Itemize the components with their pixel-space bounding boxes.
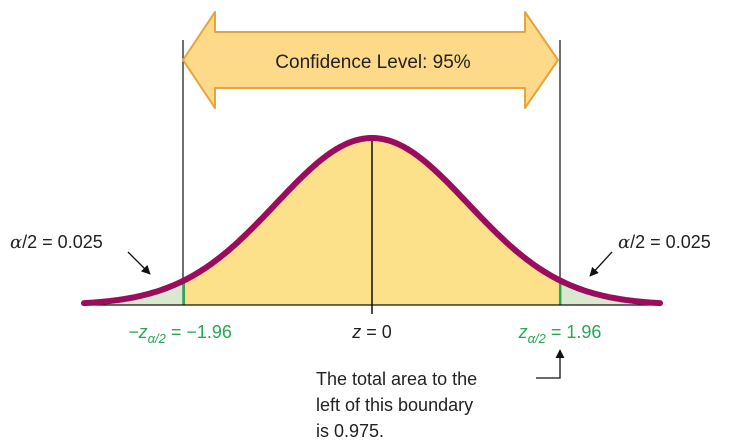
- banner-label: Confidence Level: 95%: [275, 52, 471, 73]
- left-alpha-arrow-icon: [127, 251, 151, 275]
- boundary-note: The total area to the left of this bound…: [316, 369, 482, 441]
- double-headed-arrow-icon: [182, 11, 559, 109]
- right-alpha-label: α/2 = 0.025: [618, 232, 711, 253]
- normal-curve: [81, 135, 663, 307]
- boundary-note-arrow-icon: [536, 349, 565, 379]
- mean-label: z = 0: [351, 322, 392, 342]
- left-critical-value-label: −zα/2 = −1.96: [128, 322, 232, 346]
- left-tail-area: [84, 280, 184, 305]
- right-alpha-arrow-icon: [589, 251, 613, 277]
- right-critical-value-label: zα/2 = 1.96: [518, 322, 602, 346]
- left-alpha-label: α/2 = 0.025: [10, 232, 103, 253]
- right-tail-area: [560, 280, 660, 305]
